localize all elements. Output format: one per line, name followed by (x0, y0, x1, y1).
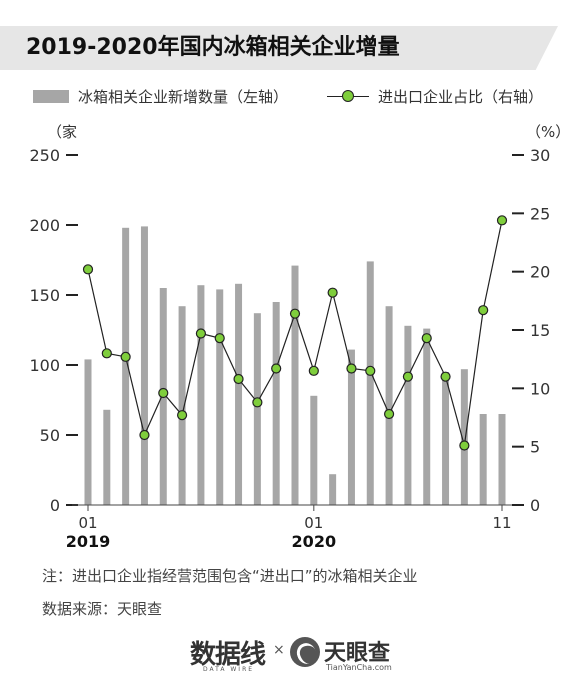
line-point (271, 363, 282, 374)
legend-bar-label: 冰箱相关企业新增数量（左轴） (78, 88, 289, 106)
line-point (214, 333, 225, 344)
x-tick-label: 11 (492, 514, 511, 532)
left-tick-label: 50 (40, 426, 60, 445)
line-point (176, 410, 188, 421)
x-tick-label: 01 (78, 514, 97, 532)
legend-line-label: 进出口企业占比（右轴） (378, 88, 544, 106)
logo-separator: × (273, 642, 285, 658)
left-tick-label: 150 (29, 286, 60, 305)
footnote: 注：进出口企业指经营范围包含“进出口”的冰箱相关企业 (42, 567, 418, 585)
line-point (252, 397, 263, 408)
x-tick-label: 01 (304, 514, 323, 532)
bar (404, 325, 412, 505)
line-point (158, 387, 169, 399)
x-year-label: 2019 (66, 532, 111, 551)
line-point (327, 287, 338, 298)
data-source: 数据来源：天眼查 (42, 600, 163, 618)
line-point (195, 328, 207, 339)
bar (140, 226, 148, 505)
tianyancha-logo-sub: TianYanCha.com (326, 663, 392, 672)
bar (84, 359, 92, 505)
line-point (346, 363, 357, 374)
chart-plot: （家 （%） 0 50 100 150 200 250 0 5 10 15 20 25 30 01 01 11… (29, 123, 570, 551)
line-point (402, 371, 414, 382)
line-point (365, 365, 376, 376)
left-tick-label: 100 (29, 356, 60, 375)
line-point (459, 440, 470, 451)
line-point (82, 264, 94, 275)
left-tick-label: 0 (50, 496, 60, 515)
bar (178, 306, 186, 505)
bar (216, 289, 224, 505)
bar (310, 395, 318, 505)
bar (197, 285, 205, 505)
legend: 冰箱相关企业新增数量（左轴） 进出口企业占比（右轴） (0, 84, 580, 108)
bar (122, 227, 130, 506)
right-axis-unit: （%） (526, 123, 570, 141)
bar (235, 283, 243, 505)
bar (479, 414, 487, 505)
bar (103, 409, 111, 505)
right-tick-label: 10 (530, 379, 550, 398)
title-banner (0, 26, 558, 70)
right-tick-label: 25 (530, 204, 550, 223)
chart-title: 2019-2020年国内冰箱相关企业增量 (26, 35, 400, 60)
bar (347, 349, 355, 505)
bar (329, 474, 337, 505)
line-point (289, 308, 301, 319)
bar (442, 372, 450, 505)
line-point (233, 373, 244, 385)
line-point (120, 351, 131, 362)
datawire-logo-sub: DATA WIRE (203, 666, 255, 673)
line-point (308, 365, 319, 376)
line-point (139, 429, 150, 441)
right-tick-label: 0 (530, 496, 540, 515)
right-tick-label: 15 (530, 321, 550, 340)
x-year-label: 2020 (292, 532, 337, 551)
left-tick-label: 200 (29, 216, 60, 235)
left-tick-label: 250 (29, 146, 60, 165)
bar (272, 302, 280, 505)
legend-marker-swatch (342, 90, 354, 102)
tianyancha-icon (290, 637, 320, 667)
bar (366, 261, 374, 505)
bar (423, 328, 431, 505)
bar (498, 414, 506, 505)
line-point (478, 305, 489, 316)
line-point (101, 348, 112, 359)
line-point (421, 333, 432, 344)
right-tick-label: 30 (530, 146, 550, 165)
tianyancha-logo: 天眼查 (324, 641, 391, 666)
left-axis-unit: （家 (47, 123, 77, 141)
bar (460, 369, 468, 505)
legend-bar-swatch (33, 90, 69, 103)
right-tick-label: 20 (530, 263, 550, 282)
line-point (496, 215, 508, 226)
bar (291, 265, 299, 505)
bar (253, 313, 261, 505)
footer-logos: 数据线 DATA WIRE × 天眼查 TianYanCha.com (0, 630, 580, 680)
datawire-logo: 数据线 (190, 640, 266, 670)
bar (385, 306, 393, 505)
line-point (440, 371, 451, 382)
line-point (383, 408, 395, 420)
right-tick-label: 5 (530, 438, 540, 457)
